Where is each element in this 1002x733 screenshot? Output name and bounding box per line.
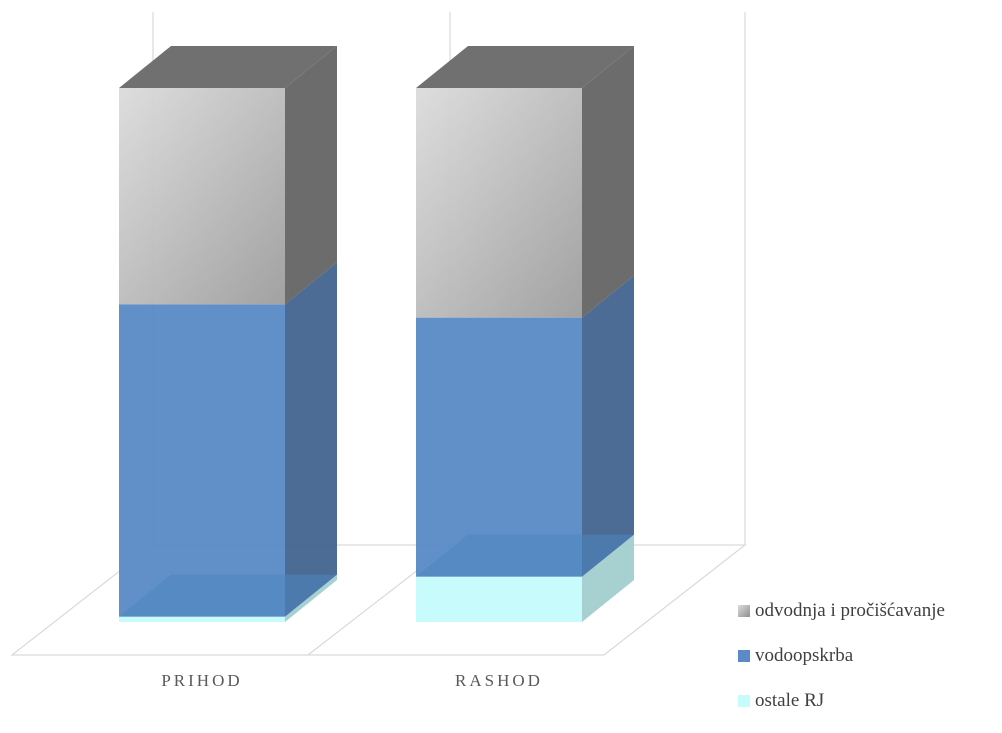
legend-item-ostale-rj: ostale RJ	[738, 688, 1000, 713]
bar-top-face	[119, 46, 337, 88]
bar-side-face	[582, 275, 634, 577]
legend: odvodnja i pročišćavanje vodoopskrba ostal…	[738, 598, 1000, 733]
bar-rashod	[416, 46, 634, 622]
bar-front-face	[416, 88, 582, 318]
segment-ostale-rj-prihod	[119, 574, 337, 622]
bar-inner-cap	[416, 534, 634, 577]
bar-front-face	[416, 317, 582, 577]
bar-side-face	[285, 262, 337, 617]
legend-item-odvodnja-i-pro-i-avanje: odvodnja i pročišćavanje	[738, 598, 1000, 623]
bar-front-face	[119, 88, 285, 305]
bars-group	[119, 46, 634, 622]
bar-inner-cap	[119, 574, 337, 617]
category-label-prihod: PRIHOD	[161, 671, 242, 690]
legend-swatch	[738, 604, 750, 617]
segment-vodoopskrba-prihod	[119, 262, 337, 617]
segment-odvodnja-i-pro-i-avanje-prihod	[119, 46, 337, 305]
bar-side-face	[285, 46, 337, 305]
legend-swatch	[738, 694, 750, 707]
segment-ostale-rj-rashod	[416, 534, 634, 622]
legend-label: odvodnja i pročišćavanje	[755, 599, 945, 621]
bar-prihod	[119, 46, 337, 622]
bar-top-face	[416, 46, 634, 88]
legend-swatch	[738, 649, 750, 662]
bar-side-face	[285, 574, 337, 622]
bar-front-face	[416, 576, 582, 622]
bar-side-face	[582, 46, 634, 318]
legend-item-vodoopskrba: vodoopskrba	[738, 643, 1000, 668]
category-labels: PRIHOD RASHOD	[161, 671, 543, 690]
bar-front-face	[119, 304, 285, 617]
legend-label: vodoopskrba	[755, 644, 854, 666]
bar-side-face	[582, 534, 634, 622]
bar-front-face	[119, 616, 285, 622]
segment-odvodnja-i-pro-i-avanje-rashod	[416, 46, 634, 318]
legend-label: ostale RJ	[755, 689, 825, 711]
category-label-rashod: RASHOD	[455, 671, 543, 690]
segment-vodoopskrba-rashod	[416, 275, 634, 577]
